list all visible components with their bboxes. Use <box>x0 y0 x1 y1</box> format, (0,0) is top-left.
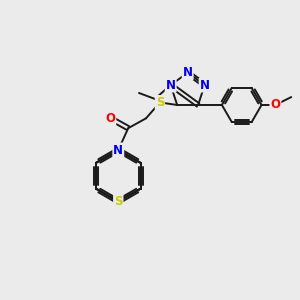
Text: S: S <box>114 195 122 208</box>
Text: O: O <box>105 112 116 125</box>
Text: N: N <box>166 79 176 92</box>
Text: N: N <box>183 66 193 79</box>
Text: S: S <box>156 96 164 109</box>
Text: N: N <box>200 79 210 92</box>
Text: N: N <box>113 143 123 157</box>
Text: O: O <box>270 98 280 112</box>
